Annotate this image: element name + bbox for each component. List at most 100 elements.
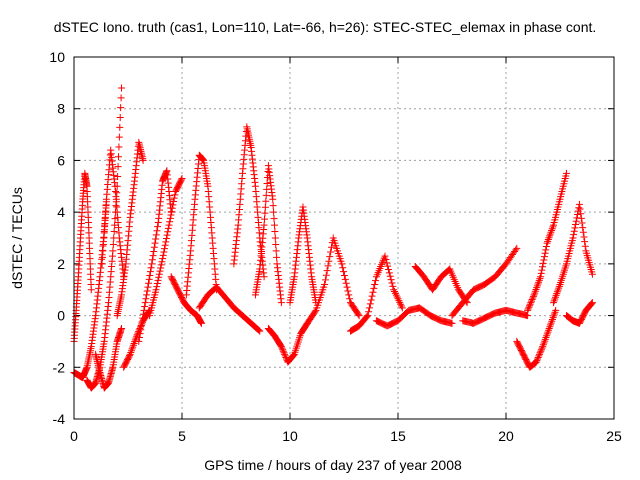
data-point <box>87 286 95 294</box>
data-point <box>536 349 544 357</box>
series-arc-f <box>113 138 147 320</box>
data-point <box>571 224 579 232</box>
data-point <box>533 284 541 292</box>
data-point <box>260 221 268 229</box>
data-point <box>321 276 329 284</box>
data-point <box>539 263 547 271</box>
data-point <box>153 280 161 288</box>
data-point <box>383 259 391 267</box>
x-tick-label: 20 <box>498 428 514 444</box>
data-point <box>513 244 521 252</box>
data-point <box>344 287 352 295</box>
data-point <box>158 258 166 266</box>
data-point <box>546 323 554 331</box>
data-point <box>167 211 175 219</box>
data-point <box>555 282 563 290</box>
data-point <box>148 256 156 264</box>
data-point <box>148 260 156 268</box>
data-point <box>365 304 373 312</box>
data-point <box>551 308 559 316</box>
data-point <box>577 214 585 222</box>
data-point <box>139 310 147 318</box>
data-point <box>131 336 139 344</box>
data-point <box>529 292 537 300</box>
data-point <box>271 234 279 242</box>
data-point <box>100 234 108 242</box>
data-point <box>270 215 278 223</box>
data-point <box>162 238 170 246</box>
y-tick-label: 2 <box>57 256 65 272</box>
data-point <box>538 266 546 274</box>
data-point <box>575 204 583 212</box>
data-point <box>579 228 587 236</box>
data-point <box>541 249 549 257</box>
data-point <box>145 275 153 283</box>
data-point <box>147 264 155 272</box>
data-point <box>261 203 269 211</box>
data-point <box>116 114 124 122</box>
data-point <box>550 299 558 307</box>
data-point <box>110 228 118 236</box>
data-point <box>541 337 549 345</box>
data-point <box>384 266 392 274</box>
data-point <box>382 255 390 263</box>
y-tick-label: 0 <box>57 308 65 324</box>
x-tick-label: 10 <box>282 428 298 444</box>
data-point <box>152 231 160 239</box>
data-point <box>533 357 541 365</box>
x-tick-label: 25 <box>606 428 622 444</box>
data-point <box>118 325 126 332</box>
data-point <box>550 310 558 318</box>
data-point <box>325 257 333 265</box>
data-point <box>116 123 124 131</box>
data-point <box>141 303 149 311</box>
data-point <box>171 191 179 199</box>
data-point <box>397 302 405 310</box>
data-point <box>145 279 153 287</box>
data-point <box>526 302 534 310</box>
y-tick-label: 8 <box>57 101 65 117</box>
data-point <box>130 339 138 347</box>
data-point <box>164 224 172 232</box>
data-point <box>546 230 554 238</box>
data-point <box>142 295 150 303</box>
series-arc-e <box>98 146 128 281</box>
data-point <box>261 209 269 217</box>
data-point <box>366 300 374 308</box>
data-point <box>340 271 348 279</box>
data-point <box>339 264 347 272</box>
y-tick-label: 10 <box>49 49 65 65</box>
data-point <box>371 281 379 289</box>
data-point <box>140 306 148 314</box>
series-arc-n <box>251 162 285 307</box>
data-point <box>100 228 108 236</box>
data-point <box>289 352 297 360</box>
data-point <box>324 262 332 270</box>
series-arc-z <box>562 299 596 327</box>
data-point <box>323 267 331 275</box>
data-point <box>391 288 399 296</box>
data-point <box>536 275 544 283</box>
series-arc-c <box>83 84 126 392</box>
data-point <box>139 156 147 164</box>
data-point <box>322 271 330 279</box>
data-point <box>126 352 134 360</box>
data-point <box>161 241 169 249</box>
data-point <box>542 243 550 251</box>
data-point <box>271 228 279 236</box>
data-point <box>539 259 547 267</box>
series-arc-s <box>372 304 456 330</box>
data-point <box>573 210 581 218</box>
data-point <box>342 279 350 287</box>
data-point <box>526 300 534 308</box>
data-point <box>270 208 278 216</box>
data-point <box>534 355 542 363</box>
data-point <box>555 284 563 292</box>
data-point <box>581 238 589 246</box>
data-point <box>127 347 135 355</box>
data-point <box>277 343 285 351</box>
data-point <box>178 175 186 183</box>
data-point <box>547 228 555 236</box>
data-point <box>540 256 548 264</box>
data-point <box>531 287 539 295</box>
